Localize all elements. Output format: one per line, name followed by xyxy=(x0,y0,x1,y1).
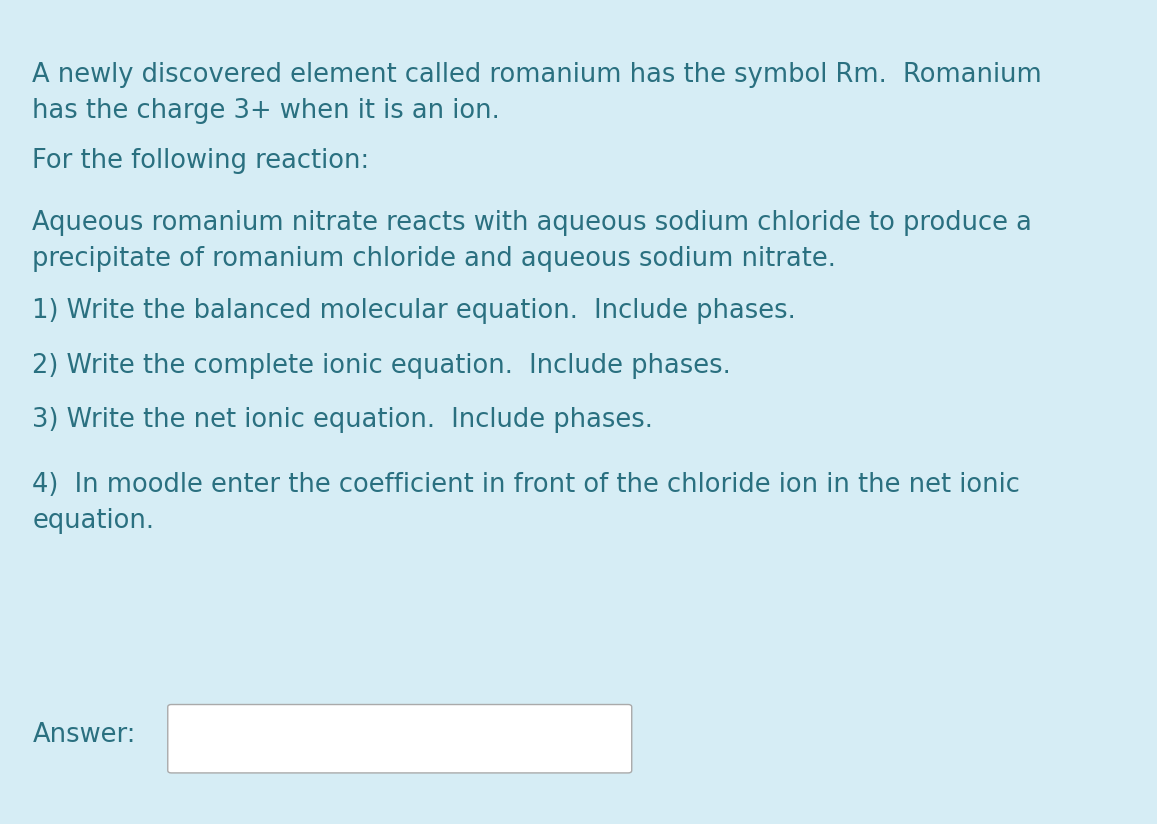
Text: A newly discovered element called romanium has the symbol Rm.  Romanium
has the : A newly discovered element called romani… xyxy=(32,62,1042,124)
Text: 1) Write the balanced molecular equation.  Include phases.: 1) Write the balanced molecular equation… xyxy=(32,298,796,325)
Text: 2) Write the complete ionic equation.  Include phases.: 2) Write the complete ionic equation. In… xyxy=(32,353,731,379)
Text: 4)  In moodle enter the coefficient in front of the chloride ion in the net ioni: 4) In moodle enter the coefficient in fr… xyxy=(32,472,1020,534)
Text: Aqueous romanium nitrate reacts with aqueous sodium chloride to produce a
precip: Aqueous romanium nitrate reacts with aqu… xyxy=(32,210,1032,272)
FancyBboxPatch shape xyxy=(168,705,632,773)
Text: 3) Write the net ionic equation.  Include phases.: 3) Write the net ionic equation. Include… xyxy=(32,407,654,433)
Text: Answer:: Answer: xyxy=(32,722,135,748)
Text: For the following reaction:: For the following reaction: xyxy=(32,148,369,175)
